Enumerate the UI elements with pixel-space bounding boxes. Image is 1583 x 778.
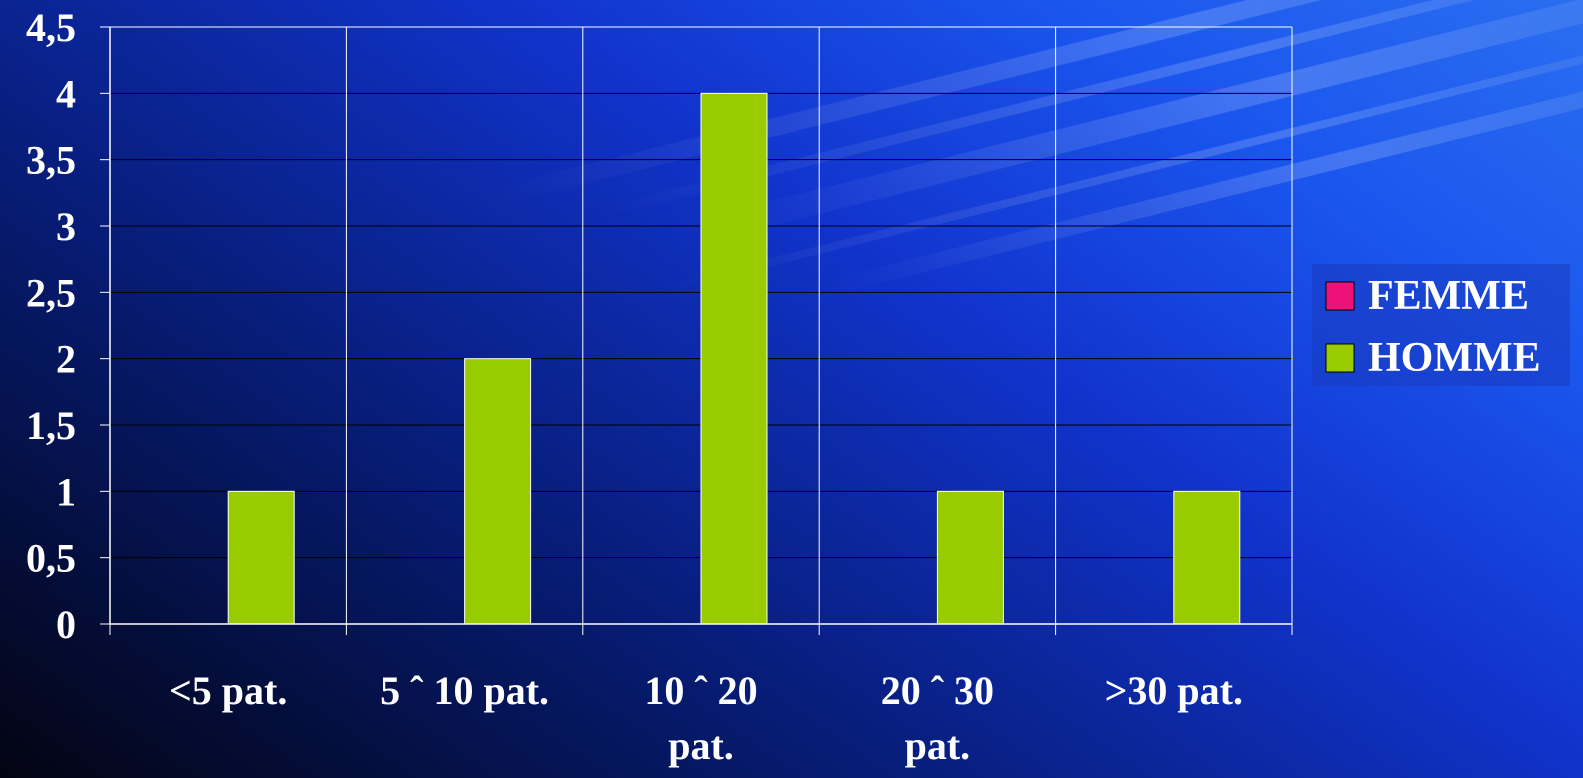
y-tick-label: 4 — [56, 71, 76, 116]
category-label: >30 pat. — [1105, 668, 1243, 713]
legend-label-femme: FEMME — [1368, 273, 1529, 319]
y-tick-label: 3,5 — [26, 138, 76, 183]
bars-layer — [227, 92, 1241, 625]
y-tick-label: 1,5 — [26, 403, 76, 448]
bar-homme-2 — [700, 92, 768, 625]
y-tick-label: 2,5 — [26, 270, 76, 315]
category-label: pat. — [905, 723, 971, 768]
y-tick-label: 4,5 — [26, 5, 76, 50]
category-label: 5 ˆ 10 pat. — [380, 668, 549, 713]
y-tick-label: 2 — [56, 337, 76, 382]
bar-homme-0 — [227, 490, 295, 625]
y-tick-label: 3 — [56, 204, 76, 249]
legend-label-homme: HOMME — [1368, 335, 1541, 381]
axes-layer — [100, 26, 1293, 635]
bar-homme-1 — [464, 358, 532, 625]
category-label: 20 ˆ 30 — [881, 668, 994, 713]
legend-box — [1312, 264, 1570, 386]
legend: FEMME HOMME — [1312, 264, 1570, 386]
bar-homme-3 — [936, 490, 1004, 625]
category-label: <5 pat. — [169, 668, 287, 713]
y-tick-label: 0,5 — [26, 536, 76, 581]
legend-swatch-homme — [1325, 343, 1355, 373]
category-label: pat. — [668, 723, 734, 768]
y-tick-label: 1 — [56, 469, 76, 514]
category-label: 10 ˆ 20 — [644, 668, 757, 713]
category-labels: <5 pat. 5 ˆ 10 pat. 10 ˆ 20 pat. 20 ˆ 30 pat.… — [169, 668, 1243, 768]
legend-swatch-femme — [1325, 281, 1355, 311]
y-tick-label: 0 — [56, 602, 76, 647]
y-tick-labels: 0 0,5 1 1,5 2 2,5 3 3,5 4 4,5 — [26, 5, 76, 647]
bar-homme-4 — [1173, 490, 1241, 625]
